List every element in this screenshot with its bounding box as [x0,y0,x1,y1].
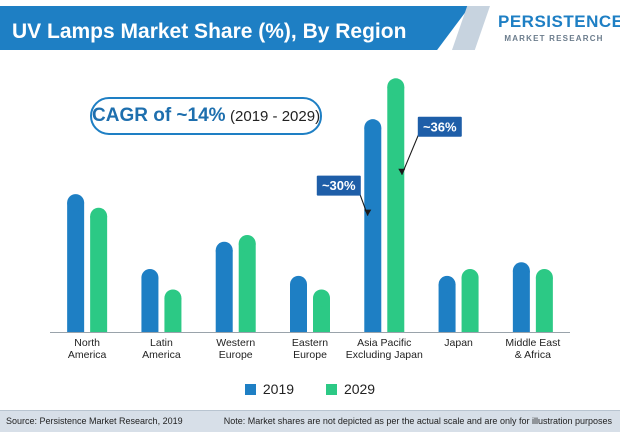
bar-cap-2029-0 [90,207,108,225]
bar-2029-1 [164,297,182,332]
bar-cap-2029-5 [461,269,479,287]
legend-label-2029: 2029 [343,381,376,398]
cagr-callout: CAGR of ~14% (2019 - 2029) [90,97,322,135]
legend-item-2019: 2019 [244,381,295,398]
tick-label-6-1: & Africa [515,349,551,361]
bar-cap-2029-2 [238,234,256,252]
footer-source: Source: Persistence Market Research, 201… [6,416,183,426]
bar-cap-2019-5 [438,275,456,293]
legend-label-2019: 2019 [262,381,295,398]
bar-cap-2019-2 [215,241,233,259]
annotation-arrow-1 [398,168,406,175]
tick-label-6-0: Middle East [505,337,560,349]
chart-legend: 2019 2029 [0,380,620,397]
tick-label-0-0: North [74,337,100,349]
footer-note: Note: Market shares are not depicted as … [223,416,612,426]
legend-item-2029: 2029 [325,381,376,398]
logo-main-text: PERSISTENCE [498,12,620,31]
bar-2029-2 [238,243,256,332]
bar-2019-2 [215,250,233,332]
bar-2029-5 [461,277,479,332]
bar-2029-6 [535,277,553,332]
annotation-label-1: ~36% [423,119,457,134]
bar-chart: NorthAmericaLatinAmericaWesternEuropeEas… [50,78,570,361]
bar-cap-2019-6 [512,262,530,280]
bar-2019-4 [364,127,382,332]
footer-bar: Source: Persistence Market Research, 201… [0,410,620,432]
cagr-range: (2019 - 2029) [230,108,321,125]
logo-sub-text: MARKET RESEARCH [504,34,604,43]
legend-swatch-2019 [244,384,256,396]
bar-cap-2029-6 [535,269,553,287]
tick-label-3-0: Eastern [292,337,328,349]
annotation-label-0: ~30% [322,178,356,193]
chart-title: UV Lamps Market Share (%), By Region [12,20,407,43]
bar-cap-2019-1 [141,269,159,287]
bar-2019-5 [438,284,456,332]
bar-2019-3 [290,284,307,332]
tick-label-0-1: America [68,349,107,361]
title-banner: UV Lamps Market Share (%), By Region [0,6,470,50]
bar-2019-6 [512,270,530,332]
annotation-box-1 [417,116,462,137]
bar-2019-0 [67,202,85,332]
tick-label-3-1: Europe [293,349,327,361]
bar-2019-1 [141,277,159,332]
tick-label-2-0: Western [216,337,255,349]
tick-label-1-0: Latin [150,337,173,349]
bar-cap-2019-3 [290,275,307,293]
bar-cap-2029-1 [164,289,182,307]
tick-label-4-1: Excluding Japan [346,349,423,361]
bar-cap-2029-3 [313,289,330,307]
tick-label-2-1: Europe [219,349,253,361]
bar-2029-0 [90,216,108,332]
cagr-label: CAGR of ~14% [92,105,226,126]
persistence-logo: PERSISTENCE MARKET RESEARCH [498,12,620,52]
bar-cap-2019-4 [364,119,382,137]
bar-2029-4 [387,86,405,332]
bar-2029-3 [313,297,330,332]
tick-label-4-0: Asia Pacific [357,337,411,349]
annotation-box-0 [316,175,361,196]
bar-cap-2019-0 [67,194,85,212]
legend-swatch-2029 [325,384,337,396]
tick-label-5-0: Japan [444,337,473,349]
annotation-arrow-0 [364,209,372,216]
tick-label-1-1: America [142,349,181,361]
bar-cap-2029-4 [387,78,405,96]
